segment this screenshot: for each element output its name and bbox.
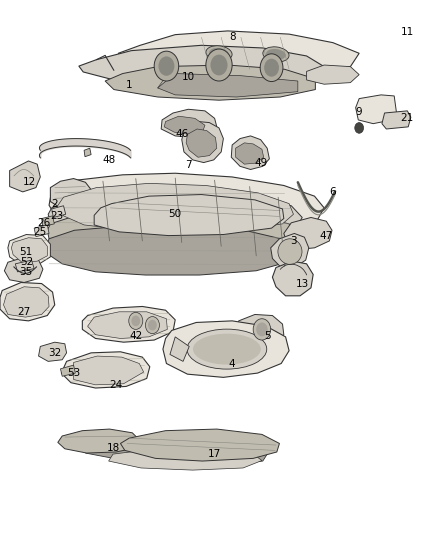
Circle shape	[264, 59, 279, 77]
Text: 10: 10	[182, 72, 195, 82]
Polygon shape	[58, 429, 139, 453]
Polygon shape	[84, 148, 91, 157]
Text: 17: 17	[208, 449, 221, 459]
Polygon shape	[94, 195, 284, 236]
Circle shape	[260, 54, 283, 82]
Text: 18: 18	[107, 443, 120, 453]
Text: 13: 13	[296, 279, 309, 288]
Polygon shape	[4, 287, 49, 317]
Polygon shape	[8, 235, 50, 265]
Circle shape	[129, 312, 143, 329]
Ellipse shape	[187, 329, 267, 369]
Polygon shape	[47, 209, 299, 260]
Polygon shape	[163, 321, 289, 377]
Polygon shape	[34, 225, 49, 237]
Ellipse shape	[209, 48, 229, 59]
Polygon shape	[60, 365, 75, 376]
Polygon shape	[158, 74, 298, 97]
Text: 35: 35	[20, 267, 33, 277]
Circle shape	[131, 316, 140, 326]
Polygon shape	[182, 122, 223, 163]
Text: 9: 9	[356, 107, 363, 117]
Polygon shape	[284, 217, 332, 249]
Polygon shape	[79, 45, 324, 88]
Circle shape	[159, 56, 174, 76]
Polygon shape	[15, 260, 34, 272]
Text: 52: 52	[21, 257, 34, 267]
Text: 1: 1	[126, 80, 133, 90]
Text: 24: 24	[110, 380, 123, 390]
Text: 23: 23	[50, 212, 64, 221]
Text: 47: 47	[320, 231, 333, 240]
Circle shape	[145, 317, 159, 334]
Text: 21: 21	[401, 114, 414, 123]
Text: 4: 4	[229, 359, 236, 368]
Text: 49: 49	[254, 158, 267, 167]
Text: 26: 26	[37, 218, 50, 228]
Polygon shape	[57, 183, 293, 232]
Polygon shape	[74, 356, 144, 385]
Circle shape	[253, 319, 271, 340]
Polygon shape	[0, 282, 55, 321]
Circle shape	[256, 322, 268, 336]
Polygon shape	[233, 314, 284, 346]
Ellipse shape	[206, 46, 232, 61]
Ellipse shape	[266, 49, 286, 60]
Polygon shape	[382, 111, 411, 129]
Polygon shape	[46, 225, 294, 275]
Polygon shape	[164, 116, 205, 134]
Text: 42: 42	[129, 331, 142, 341]
Polygon shape	[161, 109, 217, 138]
Circle shape	[206, 49, 232, 81]
Polygon shape	[42, 216, 54, 227]
Polygon shape	[186, 129, 217, 157]
Polygon shape	[39, 342, 67, 361]
Text: 3: 3	[290, 236, 297, 246]
Polygon shape	[170, 337, 189, 361]
Polygon shape	[4, 257, 43, 282]
Text: 12: 12	[23, 177, 36, 187]
Circle shape	[210, 55, 228, 76]
Polygon shape	[50, 179, 92, 211]
Polygon shape	[88, 312, 167, 338]
Polygon shape	[118, 31, 359, 76]
Polygon shape	[356, 95, 396, 124]
Polygon shape	[85, 441, 267, 465]
Polygon shape	[52, 206, 66, 217]
Text: 6: 6	[329, 187, 336, 197]
Ellipse shape	[263, 47, 289, 62]
Polygon shape	[48, 192, 302, 244]
Polygon shape	[105, 65, 315, 100]
Polygon shape	[61, 352, 150, 388]
Polygon shape	[271, 233, 309, 268]
Polygon shape	[109, 448, 262, 470]
Text: 25: 25	[33, 228, 46, 237]
Text: 53: 53	[67, 368, 80, 378]
Polygon shape	[10, 161, 40, 192]
Text: 11: 11	[401, 27, 414, 37]
Text: 27: 27	[18, 307, 31, 317]
Circle shape	[355, 123, 364, 133]
Polygon shape	[231, 136, 269, 169]
Text: 2: 2	[51, 199, 58, 208]
Ellipse shape	[278, 239, 302, 264]
Polygon shape	[307, 65, 359, 84]
Text: 46: 46	[175, 130, 188, 139]
Polygon shape	[120, 429, 279, 461]
Circle shape	[148, 320, 157, 330]
Polygon shape	[236, 143, 264, 164]
Text: 50: 50	[169, 209, 182, 219]
Ellipse shape	[193, 334, 261, 365]
Polygon shape	[49, 173, 324, 235]
Polygon shape	[11, 238, 47, 262]
Text: 8: 8	[229, 33, 236, 42]
Text: 51: 51	[20, 247, 33, 256]
Text: 7: 7	[185, 160, 192, 170]
Circle shape	[154, 51, 179, 81]
Text: 48: 48	[102, 155, 115, 165]
Polygon shape	[272, 261, 313, 296]
Polygon shape	[82, 306, 175, 342]
Text: 5: 5	[264, 331, 271, 341]
Text: 32: 32	[48, 348, 61, 358]
